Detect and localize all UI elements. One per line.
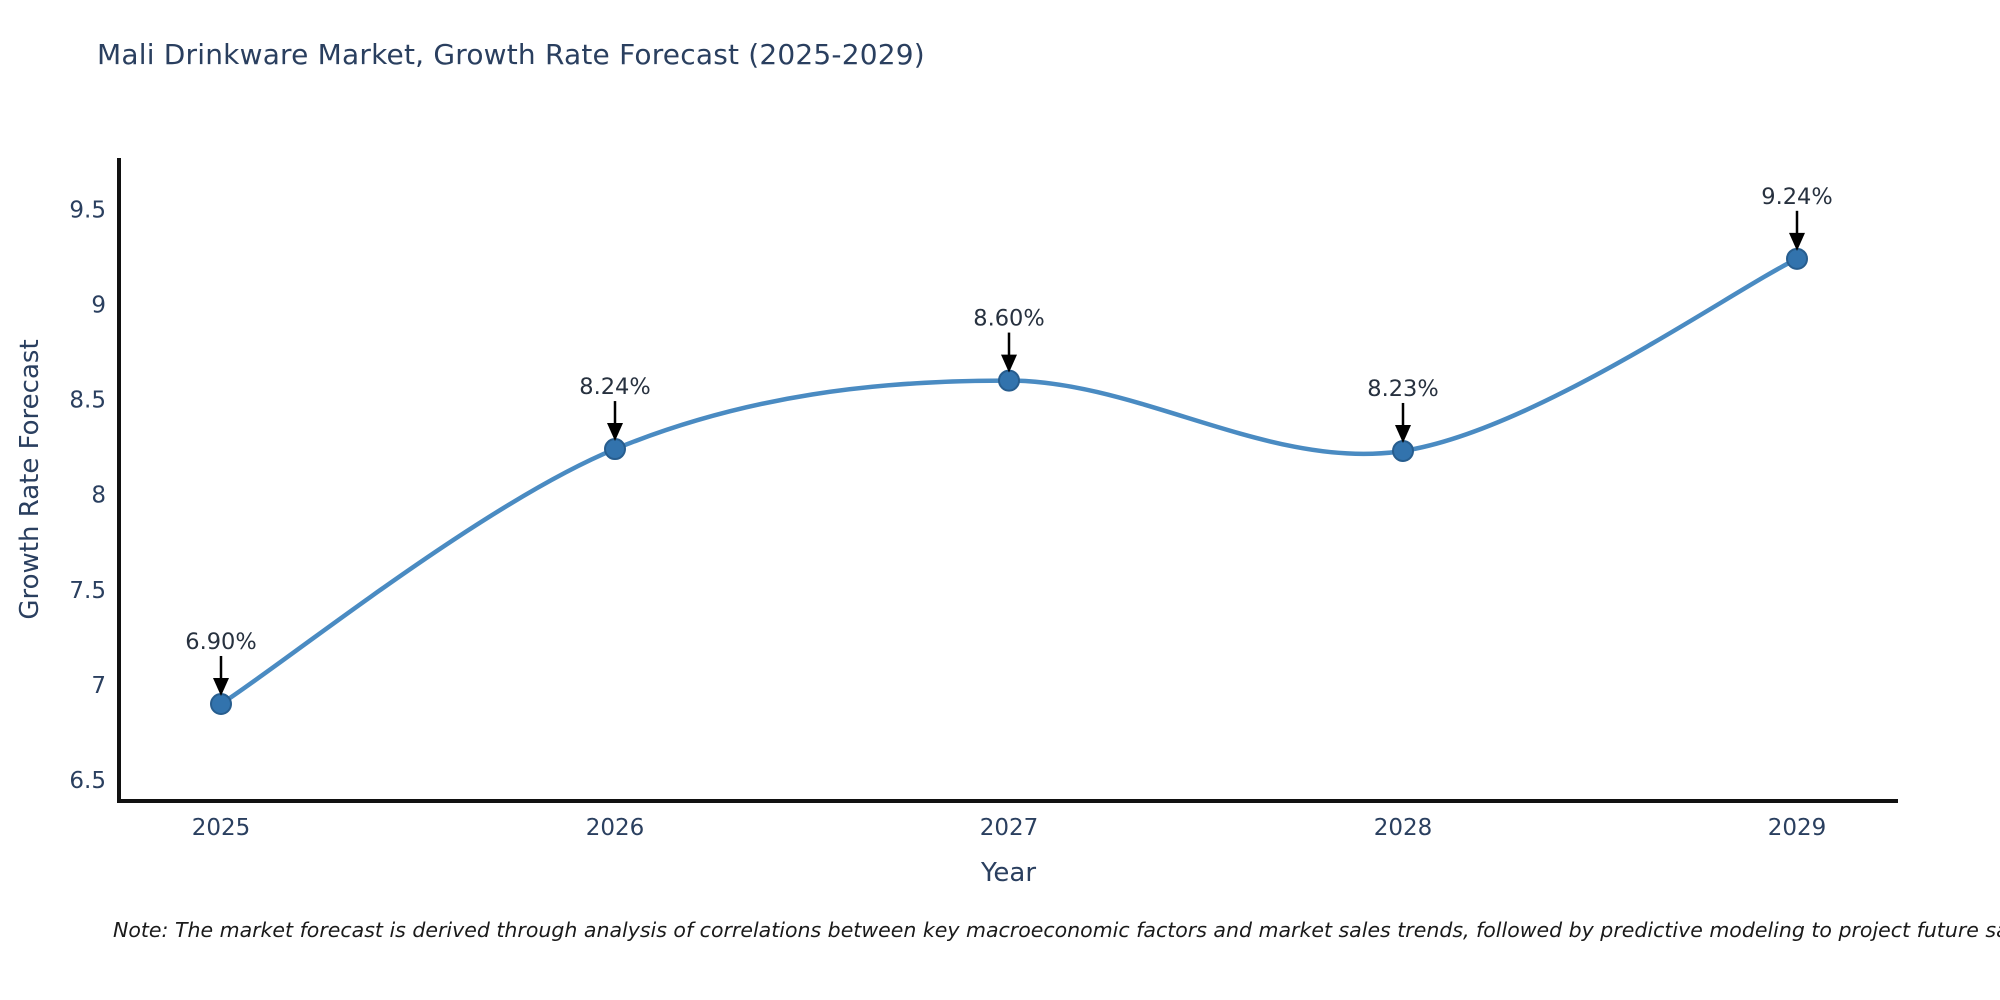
data-point-value-label: 6.90% — [185, 629, 256, 655]
data-point-marker — [998, 369, 1020, 392]
y-axis-tick-label: 7.5 — [69, 578, 106, 604]
data-point-value-label: 8.24% — [579, 374, 650, 400]
x-axis-tick-label: 2029 — [1768, 815, 1827, 841]
data-point-marker — [210, 692, 232, 715]
data-point-marker — [1786, 247, 1808, 270]
y-axis-tick-label: 9 — [91, 292, 106, 318]
annotation-arrowhead-icon — [607, 423, 623, 442]
data-point-value-label: 9.24% — [1761, 184, 1832, 210]
y-axis-tick-label: 8 — [91, 483, 106, 509]
data-point-marker — [1392, 439, 1414, 462]
x-axis-title: Year — [980, 858, 1036, 888]
chart-title: Mali Drinkware Market, Growth Rate Forec… — [97, 38, 925, 71]
data-point-value-label: 8.23% — [1367, 376, 1438, 402]
x-axis-tick-label: 2027 — [980, 815, 1039, 841]
data-point-marker — [604, 438, 626, 461]
annotation-arrowhead-icon — [213, 677, 229, 696]
x-axis-tick-label: 2026 — [586, 815, 645, 841]
chart-footnote: Note: The market forecast is derived thr… — [113, 918, 2000, 942]
annotation-arrowhead-icon — [1395, 424, 1411, 443]
y-axis-tick-label: 8.5 — [69, 388, 106, 414]
x-axis-tick-label: 2025 — [192, 815, 251, 841]
data-point-value-label: 8.60% — [973, 306, 1044, 332]
y-axis-tick-label: 7 — [91, 673, 106, 699]
y-axis-tick-label: 9.5 — [69, 197, 106, 223]
x-axis-tick-label: 2028 — [1374, 815, 1433, 841]
y-axis-title: Growth Rate Forecast — [15, 339, 45, 619]
y-axis-tick-label: 6.5 — [69, 768, 106, 794]
annotation-arrowhead-icon — [1789, 232, 1805, 251]
annotation-arrowhead-icon — [1001, 354, 1017, 373]
